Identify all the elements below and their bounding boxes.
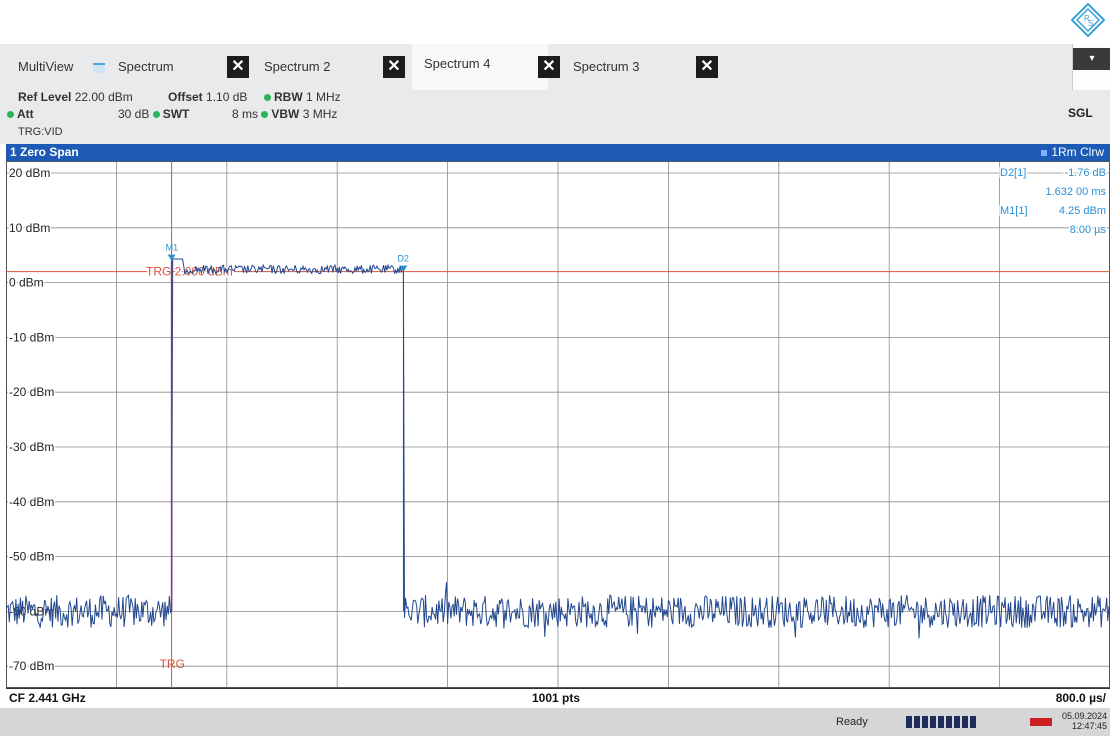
time-per-division: 800.0 µs/ [1055, 691, 1106, 705]
status-datetime: 05.09.2024 12:47:45 [1062, 711, 1107, 731]
marker-info-label: D2[1] [1000, 167, 1026, 179]
status-ready: Ready [836, 716, 868, 728]
progress-bar-icon [906, 716, 978, 728]
tab-spectrum[interactable]: Spectrum [118, 59, 174, 74]
tab-multiview[interactable]: MultiView [18, 59, 74, 74]
trace-color-icon [1041, 149, 1048, 156]
marker-info-value: 4.25 dBm [1059, 205, 1106, 217]
att-label: Att [17, 107, 34, 121]
trace-line [6, 258, 1110, 639]
status-bar: Ready 05.09.2024 12:47:45 [0, 708, 1110, 736]
tab-spectrum-4[interactable]: Spectrum 4 [412, 44, 548, 90]
y-axis-labels: 20 dBm 10 dBm 0 dBm -10 dBm -20 dBm -30 dBm -4… [8, 165, 56, 675]
measurement-settings-header: Ref Level 22.00 dBm Offset 1.10 dB RBW 1… [0, 90, 1110, 144]
att-status-dot [7, 111, 14, 119]
rbw-value: 1 MHz [306, 90, 341, 104]
trigger-mode: TRG:VID [18, 126, 63, 138]
att-value: 30 dB [118, 107, 150, 121]
y-tick-label: 20 dBm [9, 166, 50, 180]
sweep-points: 1001 pts [532, 691, 581, 705]
y-tick-label: -10 dBm [9, 330, 54, 344]
svg-text:S: S [1088, 19, 1093, 28]
plot-footer: CF 2.441 GHz 1001 pts 800.0 µs/ [6, 688, 1110, 707]
vbw-status-dot [261, 111, 269, 119]
tab-spectrum-3[interactable]: Spectrum 3 [573, 59, 640, 74]
y-tick-label: -30 dBm [9, 440, 54, 454]
swt-label: SWT [162, 107, 190, 121]
swt-value: 8 ms [232, 107, 259, 121]
trace-1 [6, 258, 1110, 639]
window-title-bar: 1 Zero Span 1Rm Clrw [6, 144, 1110, 161]
status-date: 05.09.2024 [1062, 711, 1108, 721]
swt-status-dot [152, 111, 160, 119]
multiview-icon [93, 63, 105, 73]
vbw-value: 3 MHz [302, 107, 338, 121]
close-spectrum-4-button[interactable]: ✕ [538, 56, 560, 78]
markers-layer: M1 D2 [166, 243, 409, 272]
close-spectrum-2-button[interactable]: ✕ [383, 56, 405, 78]
sgl-indicator: SGL [1068, 106, 1093, 120]
close-spectrum-button[interactable]: ✕ [227, 56, 249, 78]
marker-info-value: 1.632 00 ms [1045, 186, 1106, 198]
marker-d2-icon [399, 265, 408, 272]
svg-text:R: R [1084, 14, 1090, 23]
offset-label: Offset [168, 90, 203, 104]
marker-d2-tag: D2 [397, 254, 409, 264]
network-icon [1030, 718, 1052, 726]
tab-spectrum-2[interactable]: Spectrum 2 [264, 59, 331, 74]
marker-info-table: D2[1] -1.76 dB 1.632 00 ms M1[1] 4.25 dBm 8.0… [999, 166, 1108, 238]
y-tick-label: 10 dBm [9, 221, 50, 235]
rs-logo-icon: R S [1070, 2, 1106, 38]
y-tick-label: -40 dBm [9, 495, 54, 509]
y-tick-label: -70 dBm [9, 659, 54, 673]
sweep-menu-button[interactable]: ▾ [1072, 44, 1110, 90]
y-tick-label: -20 dBm [9, 385, 54, 399]
marker-m1-tag: M1 [166, 243, 179, 253]
tab-bar: MultiView Spectrum ✕ Spectrum 2 ✕ Spectr… [0, 44, 1110, 90]
marker-info-value: -1.76 dB [1064, 167, 1106, 179]
y-tick-label: -50 dBm [9, 550, 54, 564]
marker-info-value: 8.00 µs [1070, 224, 1107, 236]
marker-info-label: M1[1] [1000, 205, 1028, 217]
status-time: 12:47:45 [1072, 721, 1108, 731]
marker-m1-icon [167, 254, 176, 261]
offset-value: 1.10 dB [206, 90, 248, 104]
rbw-status-dot [264, 94, 271, 102]
rbw-label: RBW [274, 90, 303, 104]
window-title: 1 Zero Span [10, 145, 79, 159]
y-tick-label: 0 dBm [9, 276, 44, 290]
trace-mode-label: 1Rm Clrw [1051, 145, 1104, 159]
vbw-label: VBW [271, 107, 300, 121]
ref-level-value: 22.00 dBm [74, 90, 133, 104]
close-spectrum-3-button[interactable]: ✕ [696, 56, 718, 78]
center-frequency: CF 2.441 GHz [9, 691, 86, 705]
trigger-position-label: TRG [160, 657, 185, 671]
ref-level-label: Ref Level [18, 90, 72, 104]
dropdown-icon: ▾ [1073, 48, 1110, 70]
